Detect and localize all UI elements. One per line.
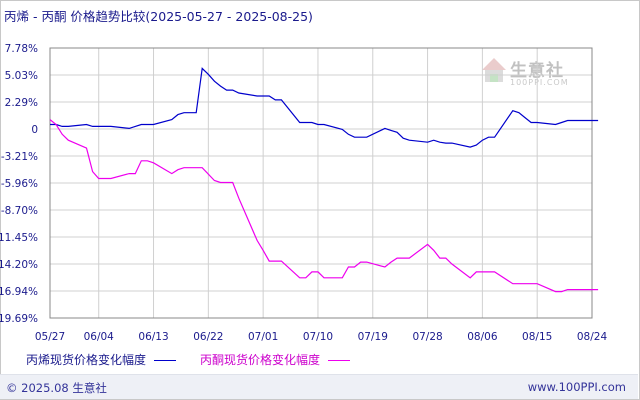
- y-tick-label: 5.03%: [5, 70, 38, 82]
- x-tick-label: 08/06: [467, 331, 498, 343]
- x-tick-label: 07/01: [248, 331, 278, 343]
- legend-swatch-propylene: [154, 360, 177, 361]
- x-tick-label: 07/28: [412, 331, 442, 343]
- y-tick-label: 0: [31, 124, 38, 136]
- y-tick-label: -19.69%: [0, 313, 38, 325]
- watermark-logo-icon: [482, 58, 506, 82]
- x-tick-label: 07/19: [358, 331, 388, 343]
- x-tick-label: 05/27: [35, 331, 65, 343]
- y-tick-label: -8.70%: [1, 205, 38, 217]
- legend-label-propylene: 丙烯现货价格变化幅度: [26, 353, 147, 367]
- x-tick-label: 06/13: [138, 331, 168, 343]
- y-tick-label: -14.20%: [0, 259, 38, 271]
- chart-title: 丙烯 - 丙酮 价格趋势比较(2025-05-27 - 2025-08-25): [4, 9, 313, 24]
- plot-area-border: [49, 47, 593, 319]
- y-tick-label: -16.94%: [0, 286, 38, 298]
- x-tick-label: 06/22: [193, 331, 223, 343]
- y-tick-label: -3.21%: [1, 151, 38, 163]
- watermark-url: 100PPI.COM: [510, 78, 569, 87]
- series-line-acetone: [49, 119, 599, 293]
- legend-swatch-acetone: [328, 360, 351, 361]
- legend-acetone: 丙酮现货价格变化幅度: [200, 351, 351, 368]
- line-chart: 7.78% 5.03% 2.29% 0 -3.21% -5.96% -8.70% -11.45…: [0, 43, 608, 343]
- y-tick-label: -5.96%: [1, 178, 38, 190]
- x-tick-label: 08/24: [577, 331, 608, 343]
- watermark-text: 生意社: [510, 61, 564, 81]
- y-tick-label: 7.78%: [5, 43, 38, 55]
- footer-copyright: © 2025.08 生意社: [6, 381, 107, 395]
- footer: © 2025.08 生意社 www.100PPI.com: [0, 374, 638, 399]
- y-tick-label: 2.29%: [5, 97, 38, 109]
- x-tick-label: 06/04: [84, 331, 115, 343]
- watermark: 生意社 100PPI.COM: [480, 56, 580, 92]
- x-tick-label: 08/15: [522, 331, 552, 343]
- footer-site-link[interactable]: www.100PPI.com: [527, 380, 626, 394]
- x-tick-label: 07/10: [303, 331, 333, 343]
- series-line-propylene: [50, 67, 599, 148]
- legend-propylene: 丙烯现货价格变化幅度: [26, 351, 177, 368]
- y-tick-label: -11.45%: [0, 232, 38, 244]
- legend-label-acetone: 丙酮现货价格变化幅度: [200, 353, 321, 367]
